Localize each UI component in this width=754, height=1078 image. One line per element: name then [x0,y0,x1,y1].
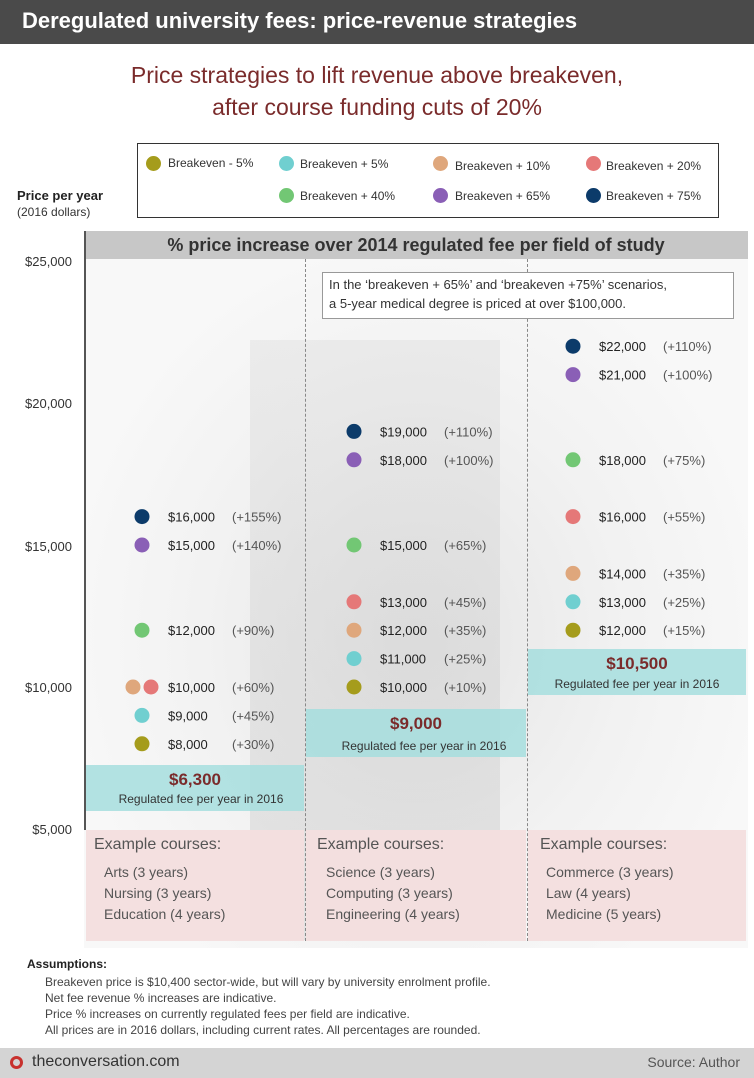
course-item: Commerce (3 years) [546,864,674,880]
y-axis-line [84,231,86,830]
legend-label: Breakeven + 65% [455,189,551,203]
chart-subtitle-line-2: after course funding cuts of 20% [212,94,542,120]
regulated-fee-label: Regulated fee per year in 2016 [118,792,284,806]
legend-swatch [586,156,601,171]
legend: Breakeven - 5% Breakeven + 5% Breakeven … [137,143,719,218]
course-item: Medicine (5 years) [546,906,662,922]
legend-label: Breakeven - 5% [168,156,254,170]
example-courses-title: Example courses: [94,836,222,853]
legend-swatch [146,156,161,171]
panel-header-text: % price increase over 2014 regulated fee… [167,235,665,255]
course-item: Nursing (3 years) [104,885,212,901]
regulated-fee-value: $10,500 [606,654,668,673]
y-tick-label: $20,000 [25,396,72,411]
assumption-item: Price % increases on currently regulated… [45,1007,410,1021]
legend-swatch [279,156,294,171]
course-item: Engineering (4 years) [326,906,460,922]
medical-degree-note: In the ‘breakeven + 65%’ and ‘breakeven … [322,272,734,319]
legend-label: Breakeven + 5% [300,157,389,171]
assumption-item: All prices are in 2016 dollars, includin… [45,1023,481,1037]
regulated-fee-band [86,765,304,811]
y-tick-label: $10,000 [25,680,72,695]
page-title: Deregulated university fees: price-reven… [22,8,578,33]
course-item: Law (4 years) [546,885,631,901]
example-courses-panel [86,830,304,941]
note-line-1: In the ‘breakeven + 65%’ and ‘breakeven … [329,277,667,292]
chart-subtitle-line-1: Price strategies to lift revenue above b… [130,62,624,88]
course-item: Science (3 years) [326,864,435,880]
regulated-fee-band [306,709,526,757]
legend-label: Breakeven + 75% [606,189,702,203]
y-tick-label: $25,000 [25,254,72,269]
example-courses-panel [306,830,526,941]
y-tick-label: $15,000 [25,539,72,554]
assumptions-title: Assumptions: [27,957,108,971]
course-item: Education (4 years) [104,906,226,922]
title-bar: Deregulated university fees: price-reven… [0,0,754,44]
site-name[interactable]: theconversation.com [32,1053,180,1070]
course-item: Arts (3 years) [104,864,189,880]
example-courses-title: Example courses: [317,836,445,853]
regulated-fee-value: $9,000 [390,714,442,733]
column-divider [305,259,306,941]
conversation-logo-icon [10,1056,23,1069]
assumption-item: Breakeven price is $10,400 sector-wide, … [45,975,491,989]
source-credit: Source: Author [647,1054,740,1070]
example-courses-panel [528,830,746,941]
y-axis-subtitle: (2016 dollars) [17,205,91,219]
note-line-2: a 5-year medical degree is priced at ove… [329,296,627,311]
regulated-fee-label: Regulated fee per year in 2016 [341,739,507,753]
regulated-fee-value: $6,300 [169,770,221,789]
column-divider [527,259,528,941]
assumption-item: Net fee revenue % increases are indicati… [45,991,277,1005]
y-tick-label: $5,000 [32,822,72,837]
legend-swatch [279,188,294,203]
example-courses-title: Example courses: [540,836,668,853]
regulated-fee-band [528,649,746,695]
legend-swatch [433,188,448,203]
footer: theconversation.com Source: Author [0,1048,754,1078]
legend-swatch [433,156,448,171]
legend-label: Breakeven + 10% [455,159,551,173]
regulated-fee-label: Regulated fee per year in 2016 [554,677,720,691]
course-item: Computing (3 years) [326,885,453,901]
legend-swatch [586,188,601,203]
y-axis-title: Price per year [17,188,104,203]
panel-header: % price increase over 2014 regulated fee… [84,231,748,259]
legend-label: Breakeven + 20% [606,159,702,173]
legend-label: Breakeven + 40% [300,189,396,203]
